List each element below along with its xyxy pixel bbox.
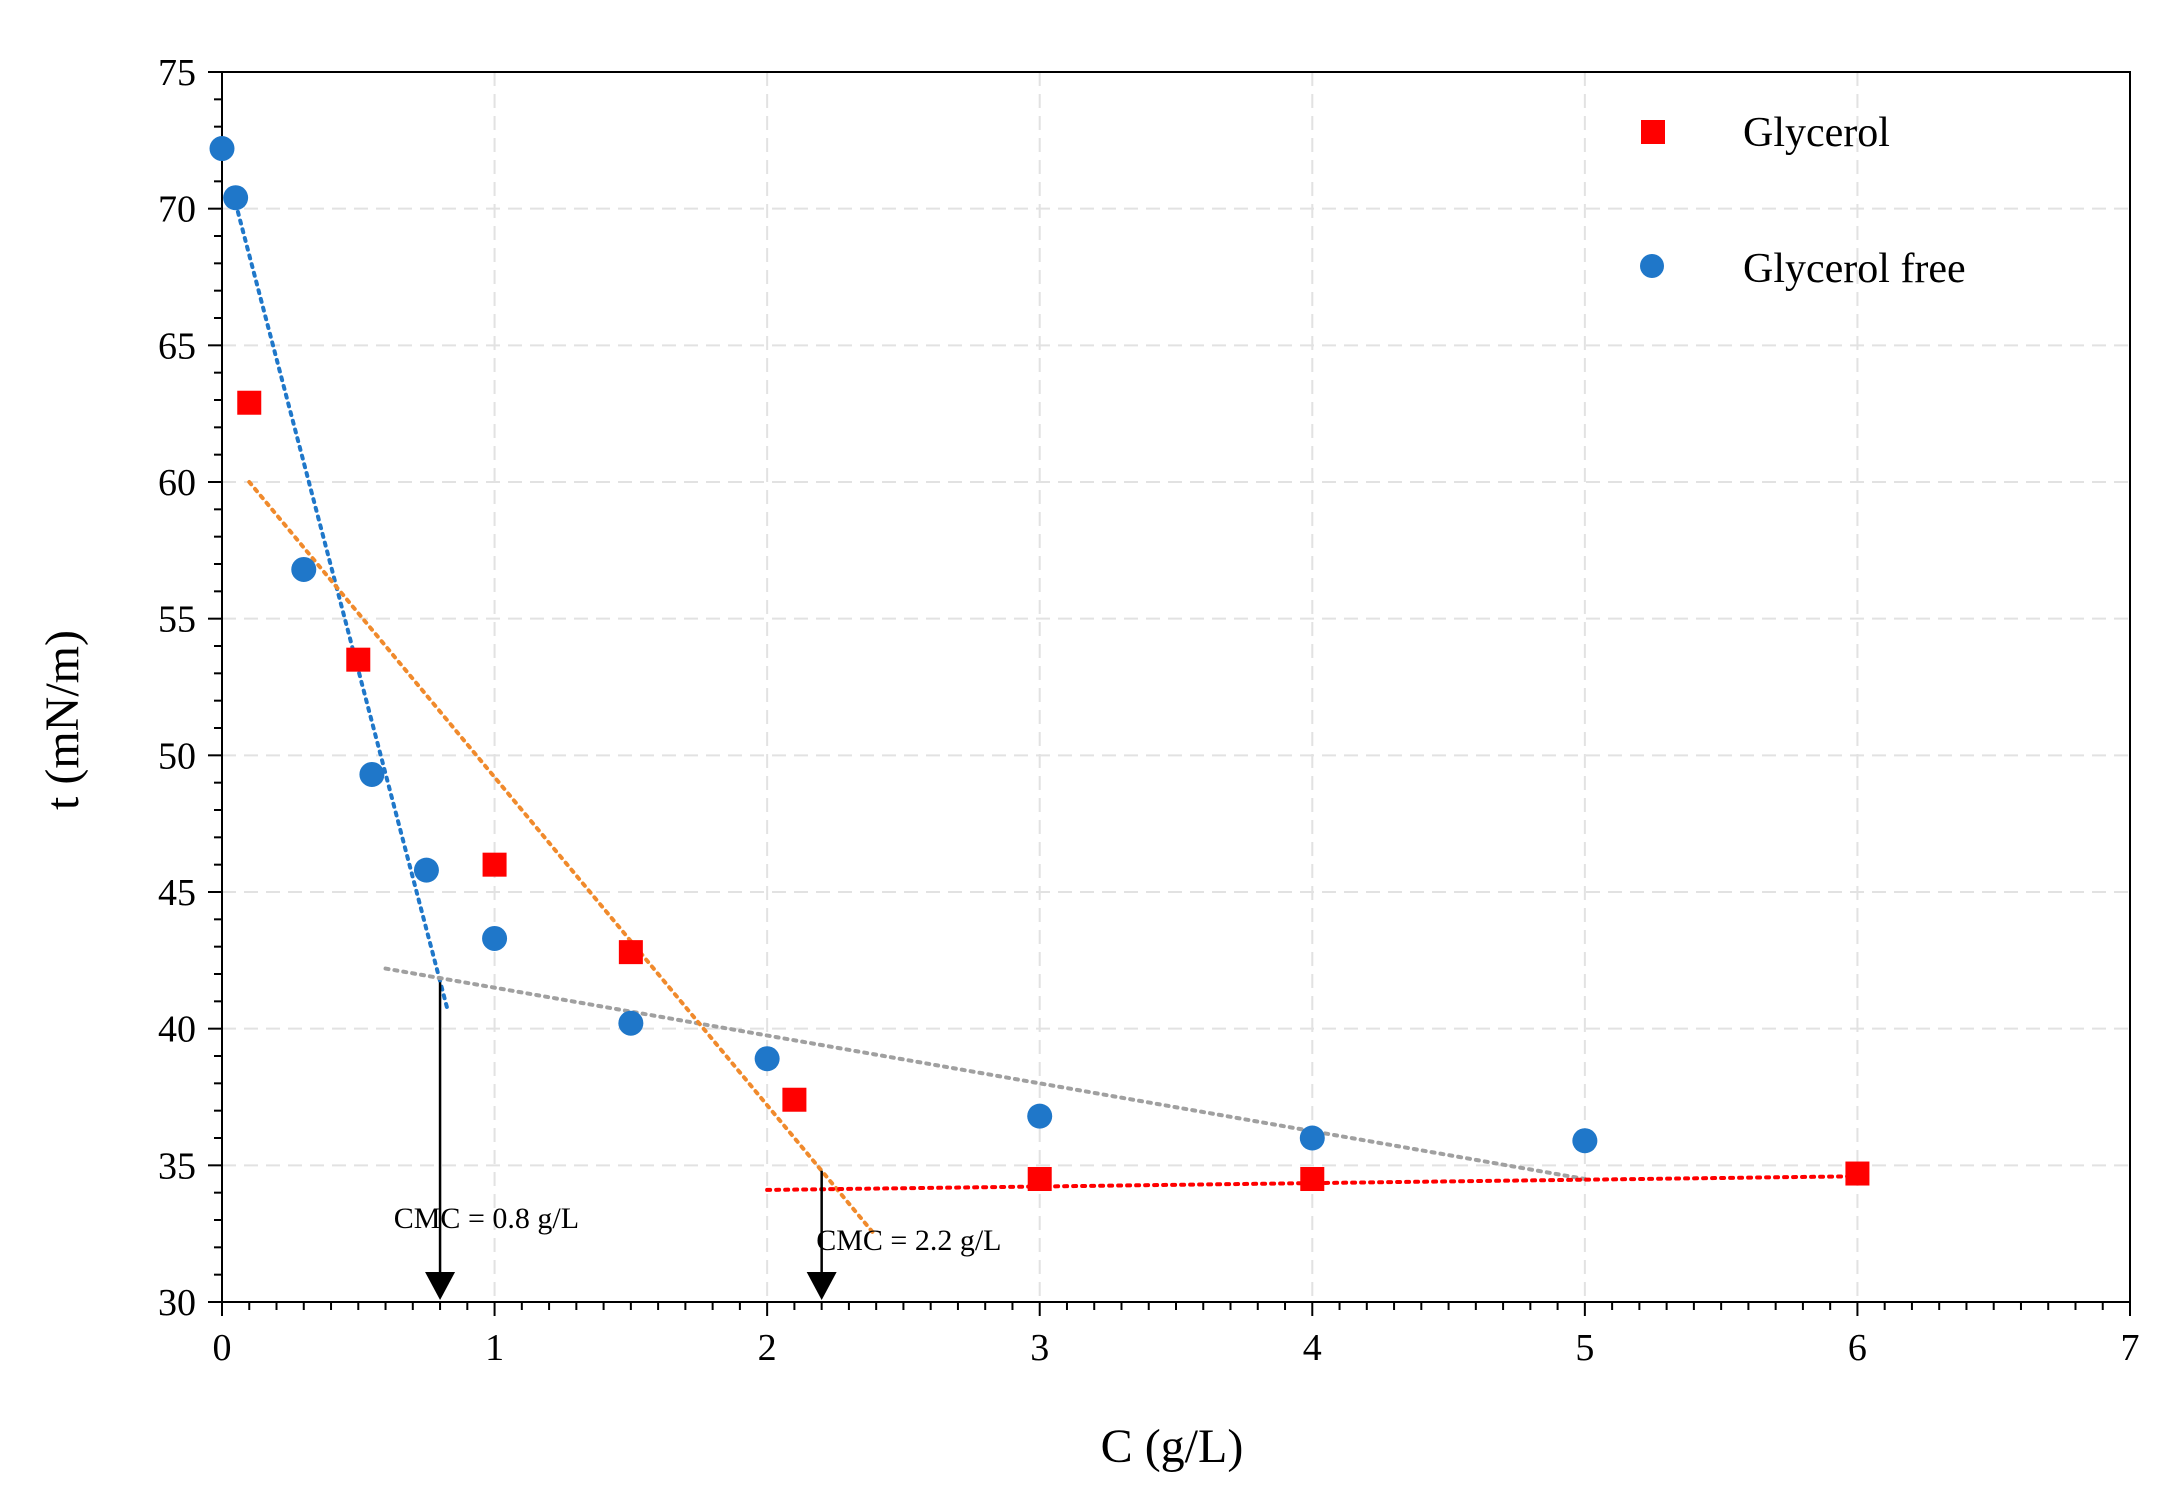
legend-marker-glycerol-free: [1640, 254, 1664, 278]
legend-label-glycerol: Glycerol: [1743, 110, 1890, 156]
legend-marker-glycerol: [1641, 120, 1665, 144]
point-glycerol-free: [1027, 1103, 1053, 1129]
x-tick-label: 1: [485, 1327, 504, 1369]
trendline-glycerol-free-steep: [233, 201, 451, 1015]
y-tick-label: 30: [158, 1282, 196, 1324]
point-glycerol-free: [291, 556, 317, 582]
x-axis-title: C (g/L): [1101, 1420, 1244, 1473]
point-glycerol-free: [754, 1046, 780, 1072]
cmc-arrow-head: [425, 1272, 456, 1300]
cmc-label: CMC = 0.8 g/L: [394, 1202, 579, 1235]
point-glycerol: [782, 1087, 807, 1112]
x-tick-label: 0: [213, 1327, 232, 1369]
x-tick-label: 4: [1303, 1327, 1322, 1369]
cmc-arrow-head: [806, 1272, 837, 1300]
legend: Glycerol Glycerol free: [1640, 110, 1966, 292]
point-glycerol-free: [482, 925, 508, 951]
y-axis-title: t (mN/m): [36, 630, 89, 810]
x-tick-label: 7: [2121, 1327, 2140, 1369]
point-glycerol-free: [1572, 1128, 1598, 1154]
y-tick-label: 45: [158, 872, 196, 914]
x-tick-label: 5: [1575, 1327, 1594, 1369]
trendline-glycerol-plateau: [765, 1174, 1860, 1192]
y-tick-label: 60: [158, 462, 196, 504]
trendline-glycerol-free-plateau: [383, 966, 1587, 1181]
point-glycerol: [346, 647, 371, 672]
y-tick-label: 40: [158, 1009, 196, 1051]
y-tick-label: 75: [158, 52, 196, 94]
x-tick-label: 3: [1030, 1327, 1049, 1369]
point-glycerol-free: [359, 761, 385, 787]
legend-label-glycerol-free: Glycerol free: [1743, 246, 1966, 292]
data-points: [209, 136, 1870, 1191]
point-glycerol: [1300, 1167, 1325, 1191]
point-glycerol: [237, 390, 262, 415]
x-tick-label: 2: [758, 1327, 777, 1369]
trendlines: [233, 201, 1860, 1239]
point-glycerol-free: [223, 185, 249, 211]
point-glycerol-free: [209, 136, 235, 162]
y-tick-label: 70: [158, 189, 196, 231]
x-tick-label: 6: [1848, 1327, 1867, 1369]
annotations: CMC = 0.8 g/L CMC = 2.2 g/L: [394, 982, 1002, 1300]
y-tick-label: 35: [158, 1145, 196, 1187]
y-tick-label: 65: [158, 325, 196, 367]
point-glycerol-free: [413, 857, 439, 883]
cmc-label: CMC = 2.2 g/L: [816, 1224, 1001, 1257]
point-glycerol-free: [1299, 1125, 1325, 1151]
point-glycerol-free: [618, 1010, 644, 1036]
y-tick-label: 55: [158, 599, 196, 641]
point-glycerol: [482, 852, 507, 877]
point-glycerol: [618, 940, 643, 965]
y-tick-label: 50: [158, 735, 196, 777]
point-glycerol: [1845, 1161, 1870, 1186]
trendline-glycerol-steep: [247, 480, 879, 1239]
point-glycerol: [1027, 1167, 1052, 1191]
